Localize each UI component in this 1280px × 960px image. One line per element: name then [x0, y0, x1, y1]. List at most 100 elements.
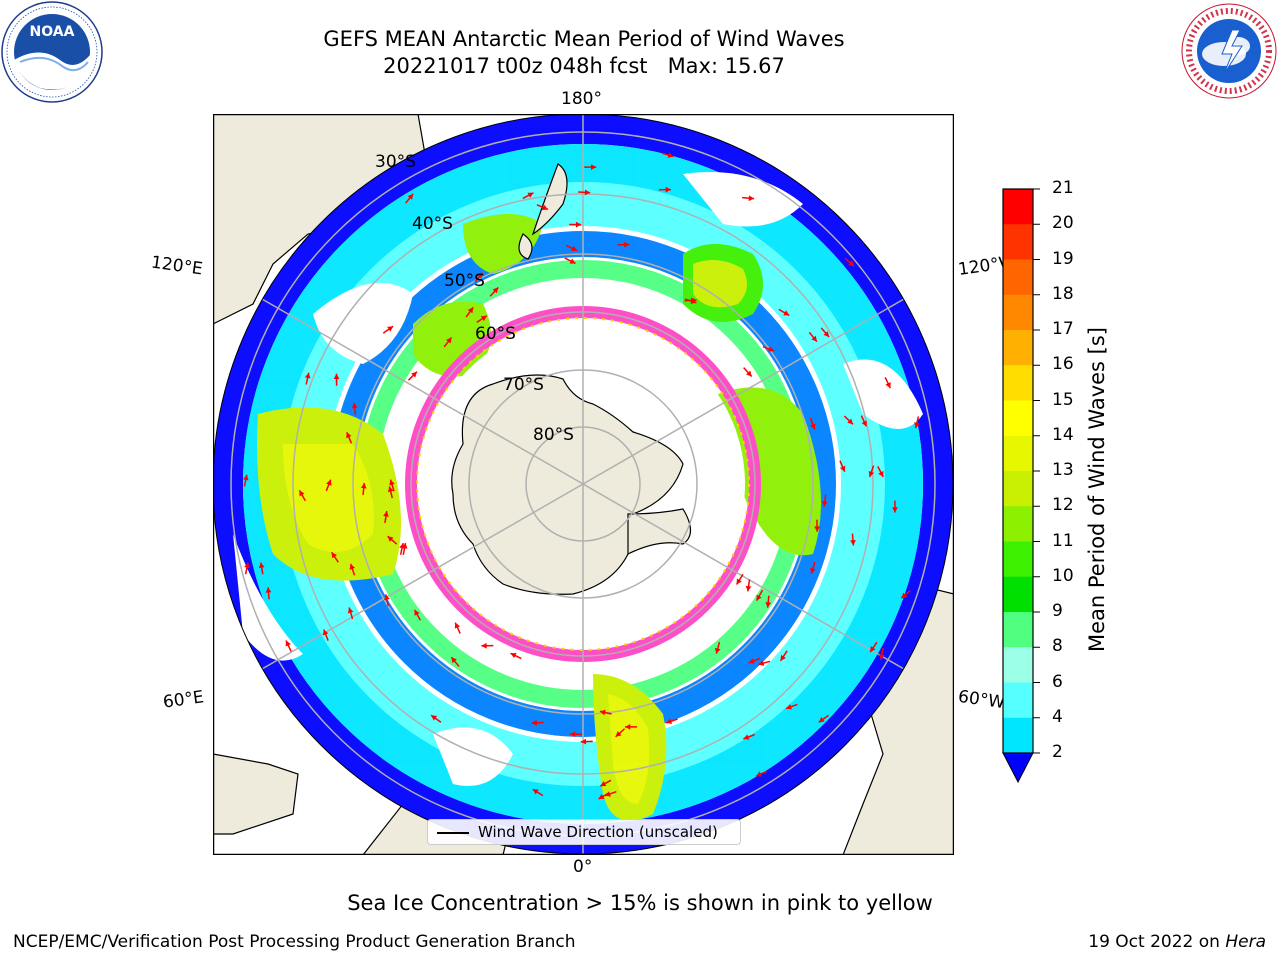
wave-direction-arrow [285, 640, 292, 652]
wave-direction-arrow [839, 460, 846, 473]
wave-direction-arrow [779, 650, 788, 662]
wave-direction-arrow [742, 195, 755, 202]
polar-map: 30°S 40°S 50°S 60°S 70°S 80°S Wind Wave … [212, 113, 955, 856]
lat-label-70s: 70°S [503, 375, 544, 395]
wave-direction-arrow [474, 272, 484, 283]
colorbar-segment [1003, 612, 1033, 648]
wave-direction-arrow [755, 589, 764, 602]
colorbar-tick-label: 2 [1052, 742, 1063, 762]
wave-direction-arrow [625, 724, 638, 730]
wave-direction-arrow [387, 486, 394, 499]
wave-direction-arrow [843, 415, 854, 425]
wave-direction-arrow [413, 609, 422, 621]
wave-direction-arrow [404, 193, 414, 204]
wave-direction-arrow [892, 500, 898, 513]
wave-direction-arrow [325, 479, 332, 492]
wave-direction-arrow [430, 714, 442, 723]
wave-direction-arrow [665, 718, 678, 724]
colorbar-tick-label: 12 [1052, 495, 1074, 516]
wave-direction-arrow [615, 728, 626, 738]
wave-direction-arrow [407, 371, 418, 381]
colorbar-tick-label: 9 [1052, 601, 1063, 621]
lon-label-60e: 60°E [161, 687, 206, 713]
wave-direction-arrow [869, 641, 878, 653]
wave-direction-arrow [879, 647, 885, 661]
wave-direction-arrow [450, 656, 460, 667]
wave-direction-arrow [914, 416, 920, 429]
legend-label: Wind Wave Direction (unscaled) [478, 823, 718, 841]
colorbar-segment [1003, 330, 1033, 366]
wave-direction-arrow [810, 561, 816, 574]
wave-direction-arrow [821, 494, 828, 507]
wave-direction-arrow [748, 657, 761, 664]
map-legend: Wind Wave Direction (unscaled) [427, 819, 741, 845]
colorbar-segment [1003, 471, 1033, 507]
wave-direction-arrow [884, 376, 892, 389]
colorbar-segment [1003, 224, 1033, 260]
wave-direction-arrow [360, 482, 367, 496]
wave-direction-arrow [661, 152, 674, 158]
wave-direction-arrow [868, 465, 875, 478]
colorbar-label: Mean Period of Wind Waves [s] [1085, 327, 1109, 652]
lat-label-80s: 80°S [533, 425, 574, 445]
colorbar-tick-label: 21 [1052, 178, 1074, 198]
colorbar-tick-label: 18 [1052, 283, 1074, 304]
colorbar-tick-label: 19 [1052, 248, 1074, 269]
colorbar-tick-label: 14 [1052, 424, 1074, 445]
wave-direction-arrow [510, 652, 522, 660]
wave-direction-arrow [531, 719, 544, 726]
colorbar-segment [1003, 576, 1033, 613]
wave-direction-arrow [658, 186, 671, 193]
wave-direction-arrow [536, 204, 549, 211]
wave-direction-arrow [743, 733, 755, 740]
noaa-logo: NOAA [1, 1, 103, 103]
wave-direction-arrow [384, 594, 390, 607]
chart-title-line2: 20221017 t00z 048h fcst Max: 15.67 [383, 54, 785, 78]
chart-title-line1: GEFS MEAN Antarctic Mean Period of Wind … [323, 27, 845, 51]
wave-direction-arrow [735, 573, 744, 585]
wave-direction-arrow [454, 622, 461, 634]
wave-direction-arrow [778, 308, 790, 317]
wave-direction-arrow [349, 563, 356, 576]
wave-direction-arrow [820, 327, 830, 338]
colorbar-tick-label: 11 [1052, 530, 1074, 551]
colorbar-tick-label: 20 [1052, 213, 1074, 234]
wave-direction-arrow [489, 286, 499, 297]
wave-direction-arrow [532, 788, 544, 797]
colorbar-segment [1003, 189, 1033, 225]
wave-direction-arrow [351, 402, 358, 415]
generation-date: 19 Oct 2022 on Hera [1088, 932, 1266, 952]
wave-direction-arrow [465, 306, 474, 318]
wave-direction-arrow [877, 466, 884, 478]
wave-direction-arrow [755, 770, 768, 777]
wave-direction-arrow [298, 489, 307, 502]
wave-direction-arrow [818, 714, 829, 723]
branch-credit: NCEP/EMC/Verification Post Processing Pr… [13, 932, 576, 952]
wave-direction-arrow [569, 221, 582, 228]
wave-direction-arrow [331, 551, 339, 563]
colorbar-segment [1003, 400, 1033, 437]
wave-direction-arrow [584, 164, 597, 170]
colorbar-segment [1003, 717, 1033, 754]
wave-direction-arrow [850, 533, 856, 546]
lat-label-30s: 30°S [375, 152, 416, 172]
svg-text:NOAA: NOAA [30, 24, 75, 40]
lat-label-50s: 50°S [444, 271, 485, 291]
colorbar-segment [1003, 682, 1033, 719]
lat-label-40s: 40°S [412, 214, 453, 234]
wind-wave-arrows [242, 152, 920, 800]
wave-direction-arrow [383, 511, 389, 524]
wave-direction-arrow [599, 709, 612, 716]
wave-direction-arrow [443, 336, 453, 348]
wave-direction-arrow [304, 372, 311, 385]
wave-direction-arrow [814, 519, 820, 532]
wave-direction-arrow [569, 731, 583, 738]
wave-direction-arrow [346, 431, 353, 444]
colorbar-tick-label: 8 [1052, 636, 1063, 657]
colorbar-segment [1003, 541, 1033, 578]
lat-label-60s: 60°S [475, 324, 516, 344]
machine-name: Hera [1225, 932, 1266, 952]
wave-direction-arrow [714, 641, 721, 654]
colorbar-segment [1003, 259, 1033, 296]
wave-direction-arrow [481, 642, 494, 649]
